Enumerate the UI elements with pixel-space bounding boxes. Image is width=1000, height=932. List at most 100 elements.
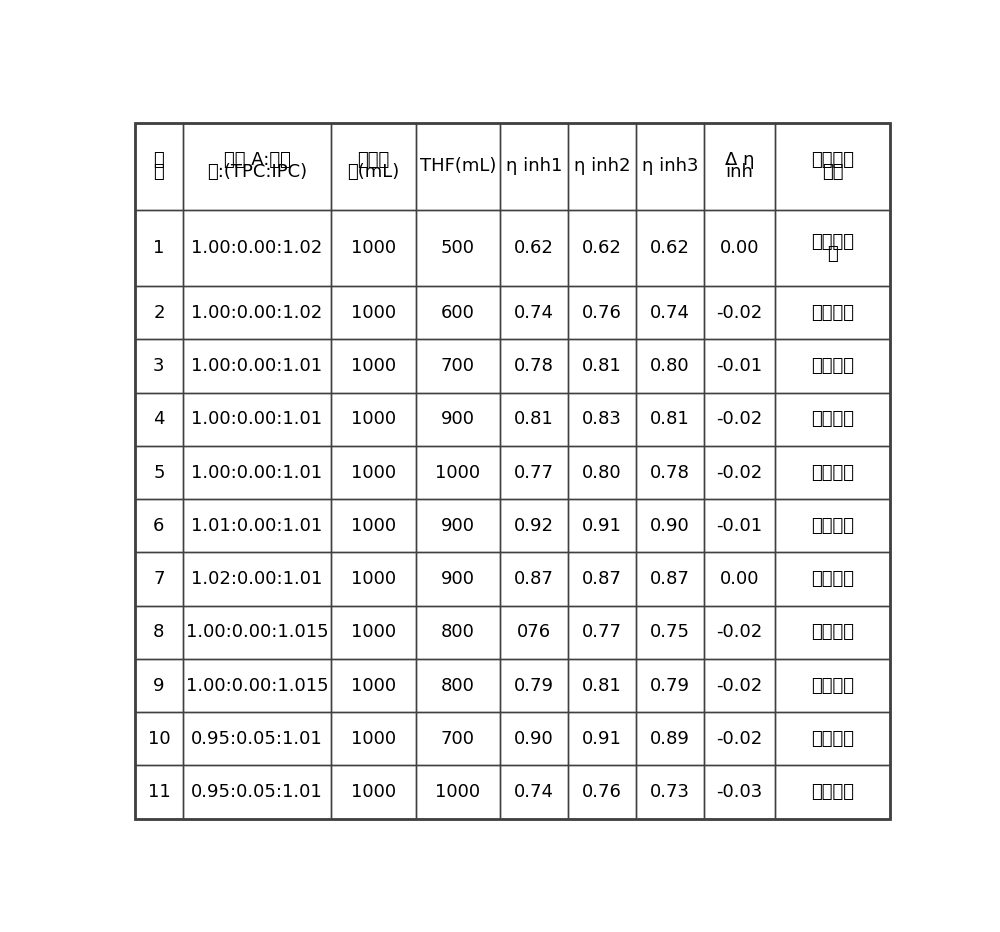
Bar <box>568 392 636 445</box>
Text: 700: 700 <box>441 730 475 747</box>
Text: η inh1: η inh1 <box>506 158 562 175</box>
Bar <box>775 765 890 818</box>
Bar <box>500 392 568 445</box>
Text: η inh2: η inh2 <box>574 158 630 175</box>
Text: 0.78: 0.78 <box>514 357 554 375</box>
Bar <box>568 210 636 286</box>
Text: η inh3: η inh3 <box>642 158 698 175</box>
Text: -0.03: -0.03 <box>716 783 763 802</box>
Text: 无色透明: 无色透明 <box>811 517 854 535</box>
Bar <box>183 445 331 500</box>
Bar <box>636 210 704 286</box>
Bar <box>775 606 890 659</box>
Bar <box>331 553 416 606</box>
Bar <box>775 392 890 445</box>
Bar <box>500 765 568 818</box>
Bar <box>135 286 183 339</box>
Bar <box>775 339 890 392</box>
Text: -0.02: -0.02 <box>716 463 763 482</box>
Text: 7: 7 <box>153 570 165 588</box>
Text: 0.00: 0.00 <box>720 239 759 257</box>
Bar <box>704 500 775 553</box>
Bar <box>331 339 416 392</box>
Bar <box>135 123 183 210</box>
Bar <box>135 339 183 392</box>
Text: 0.90: 0.90 <box>514 730 554 747</box>
Bar <box>636 765 704 818</box>
Text: 076: 076 <box>517 624 551 641</box>
Text: 0.62: 0.62 <box>514 239 554 257</box>
Text: 0.76: 0.76 <box>582 304 622 322</box>
Text: 11: 11 <box>148 783 170 802</box>
Text: 500: 500 <box>441 239 475 257</box>
Bar <box>135 392 183 445</box>
Text: -0.01: -0.01 <box>716 357 763 375</box>
Bar <box>775 659 890 712</box>
Text: 3: 3 <box>153 357 165 375</box>
Bar <box>568 765 636 818</box>
Text: 1000: 1000 <box>351 357 396 375</box>
Bar <box>775 553 890 606</box>
Text: 1.01:0.00:1.01: 1.01:0.00:1.01 <box>191 517 323 535</box>
Text: 芴:(TPC:IPC): 芴:(TPC:IPC) <box>207 163 307 182</box>
Text: 号: 号 <box>154 163 164 182</box>
Bar <box>500 659 568 712</box>
Text: 1000: 1000 <box>435 463 480 482</box>
Text: 5: 5 <box>153 463 165 482</box>
Bar <box>183 712 331 765</box>
Text: 0.00: 0.00 <box>720 570 759 588</box>
Bar <box>331 123 416 210</box>
Bar <box>183 210 331 286</box>
Text: -0.02: -0.02 <box>716 677 763 694</box>
Bar <box>568 553 636 606</box>
Text: 0.79: 0.79 <box>514 677 554 694</box>
Text: 无色透明: 无色透明 <box>811 677 854 694</box>
Text: 情况: 情况 <box>822 163 843 182</box>
Bar <box>775 286 890 339</box>
Text: 1000: 1000 <box>351 783 396 802</box>
Text: 1: 1 <box>153 239 165 257</box>
Bar <box>135 210 183 286</box>
Bar <box>183 123 331 210</box>
Text: 双酚 A:双酚: 双酚 A:双酚 <box>224 151 290 169</box>
Bar <box>500 445 568 500</box>
Text: 无色透明: 无色透明 <box>811 624 854 641</box>
Text: 0.95:0.05:1.01: 0.95:0.05:1.01 <box>191 730 323 747</box>
Text: 1.00:0.00:1.01: 1.00:0.00:1.01 <box>191 410 323 429</box>
Bar <box>568 123 636 210</box>
Text: 4: 4 <box>153 410 165 429</box>
Text: -0.02: -0.02 <box>716 410 763 429</box>
Text: 0.95:0.05:1.01: 0.95:0.05:1.01 <box>191 783 323 802</box>
Text: 0.75: 0.75 <box>650 624 690 641</box>
Bar <box>331 210 416 286</box>
Text: 0.90: 0.90 <box>650 517 690 535</box>
Text: 1000: 1000 <box>351 410 396 429</box>
Text: 1000: 1000 <box>351 304 396 322</box>
Text: 0.77: 0.77 <box>582 624 622 641</box>
Text: 2: 2 <box>153 304 165 322</box>
Text: 无色透明: 无色透明 <box>811 410 854 429</box>
Text: Δ η: Δ η <box>725 151 754 169</box>
Text: 0.78: 0.78 <box>650 463 690 482</box>
Bar <box>704 765 775 818</box>
Bar <box>135 553 183 606</box>
Bar <box>704 712 775 765</box>
Bar <box>500 210 568 286</box>
Bar <box>135 659 183 712</box>
Text: 1000: 1000 <box>351 730 396 747</box>
Bar <box>416 500 500 553</box>
Text: 6: 6 <box>153 517 165 535</box>
Text: 1000: 1000 <box>351 624 396 641</box>
Bar <box>500 606 568 659</box>
Bar <box>704 445 775 500</box>
Text: 熔融变色: 熔融变色 <box>811 151 854 169</box>
Text: 0.91: 0.91 <box>582 517 622 535</box>
Bar <box>775 712 890 765</box>
Bar <box>135 606 183 659</box>
Text: 0.89: 0.89 <box>650 730 690 747</box>
Text: 无色透明: 无色透明 <box>811 357 854 375</box>
Text: 9: 9 <box>153 677 165 694</box>
Text: 0.76: 0.76 <box>582 783 622 802</box>
Bar <box>568 445 636 500</box>
Text: -0.02: -0.02 <box>716 304 763 322</box>
